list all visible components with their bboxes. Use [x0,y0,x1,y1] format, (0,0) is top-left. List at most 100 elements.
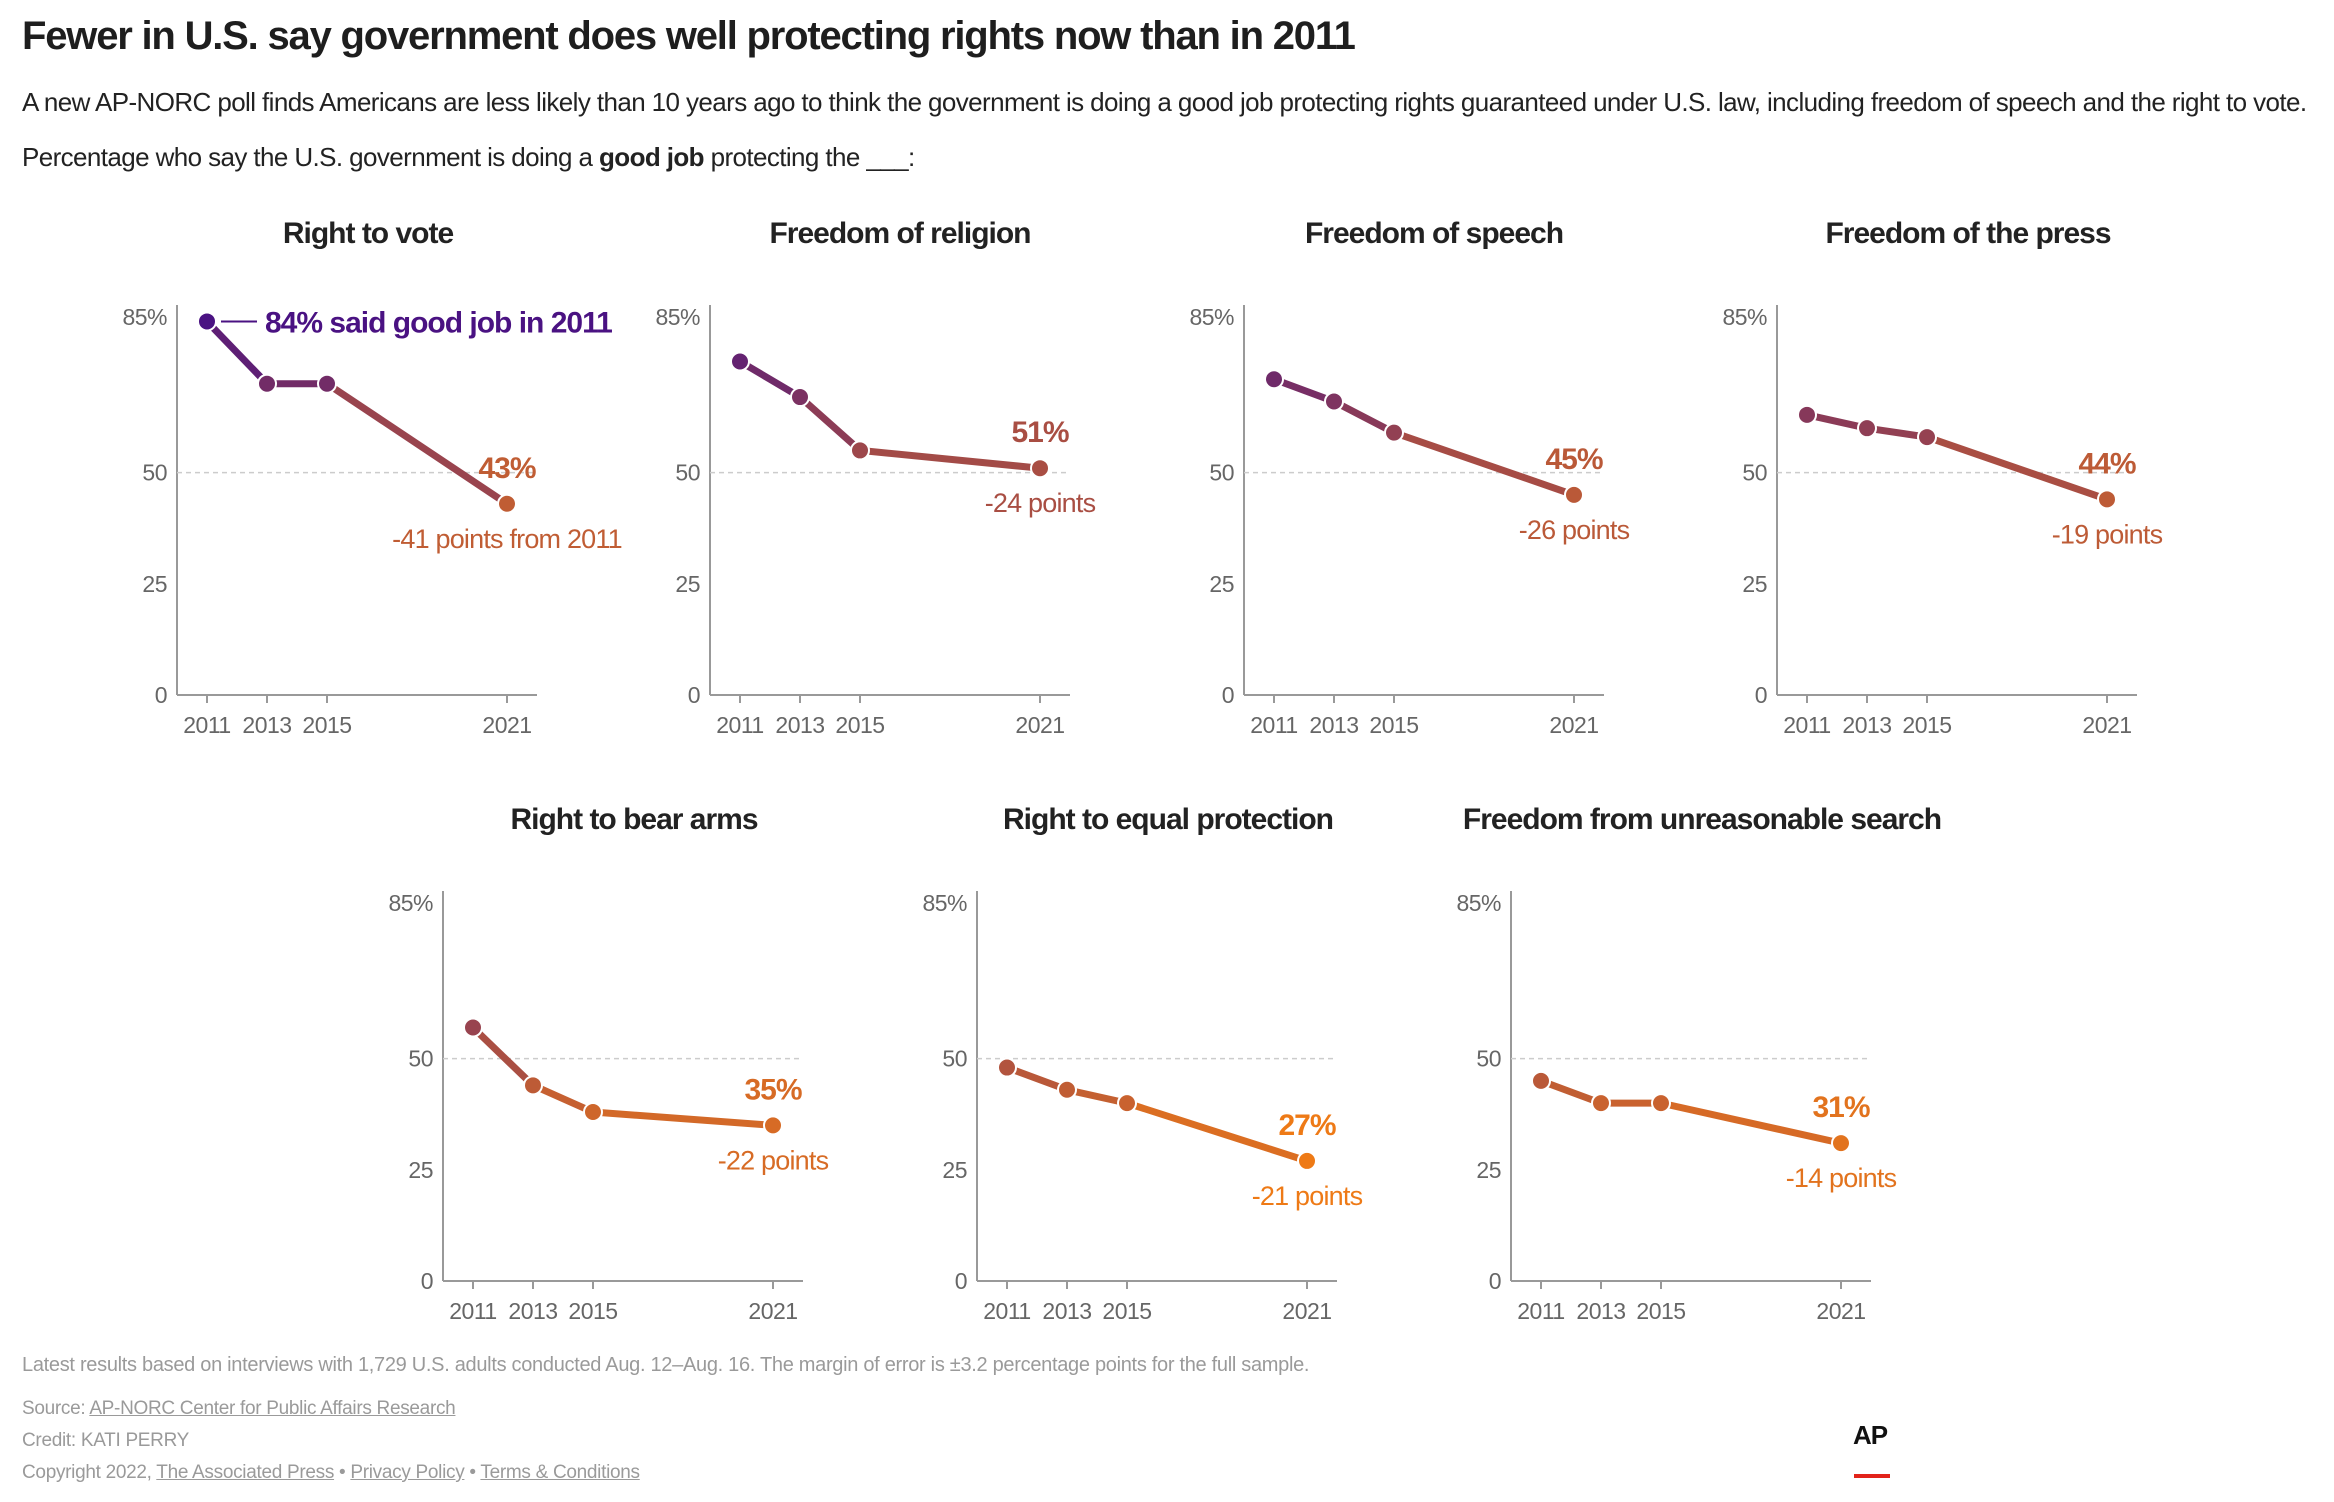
data-point [1831,1133,1851,1154]
change-label: -22 points [718,1145,829,1175]
y-tick-label: 50 [1209,460,1234,486]
x-tick-label: 2011 [1517,1298,1564,1324]
prompt-text-after: protecting the ___: [703,142,916,172]
chart-prompt: Percentage who say the U.S. government i… [22,142,915,173]
data-point [317,373,337,394]
data-point [1030,458,1050,479]
data-point [1651,1093,1671,1114]
data-point [730,351,750,372]
methodology-note: Latest results based on interviews with … [22,1354,1310,1376]
terms-link[interactable]: Terms & Conditions [480,1462,640,1483]
y-tick-label: 85% [1456,890,1501,916]
data-point [1531,1070,1551,1091]
series-line-segment [1063,1086,1131,1107]
x-tick-label: 2021 [1282,1298,1331,1324]
y-tick-label: 85% [655,304,700,330]
y-tick-label: 0 [421,1268,433,1294]
x-tick-label: 2021 [1816,1298,1865,1324]
data-point [1564,484,1584,505]
y-tick-label: 50 [1476,1046,1501,1072]
page-title: Fewer in U.S. say government does well p… [22,14,1356,58]
y-tick-label: 85% [122,304,167,330]
series-line-segment [589,1108,777,1129]
series-line-segment [1390,429,1578,499]
x-tick-label: 2015 [302,712,351,738]
data-point [463,1017,483,1038]
series-line-segment [736,357,804,401]
x-tick-label: 2021 [748,1298,797,1324]
data-point [850,440,870,461]
chart-panel: Freedom of religion 0 25 50 85% 2011 2013 2015 2… [655,217,1096,738]
y-tick-label: 50 [675,460,700,486]
data-point [1591,1093,1611,1114]
x-tick-label: 2013 [775,712,824,738]
privacy-policy-link[interactable]: Privacy Policy [350,1462,465,1483]
panel-title: Freedom of speech [1305,217,1563,250]
copyright-link[interactable]: The Associated Press [156,1462,335,1483]
copyright-prefix: Copyright 2022, [22,1462,157,1483]
chart-panel: Freedom of speech 0 25 50 85% 2011 2013 2015 202… [1189,217,1630,738]
subtitle: A new AP-NORC poll finds Americans are l… [22,87,2307,117]
y-tick-label: 25 [1476,1157,1501,1183]
ap-logo-underline [1854,1474,1890,1478]
y-tick-label: 50 [142,460,167,486]
y-tick-label: 0 [955,1268,967,1294]
prompt-text-before: Percentage who say the U.S. government i… [22,142,600,172]
x-tick-label: 2013 [1309,712,1358,738]
copyright-line: Copyright 2022, The Associated Press • P… [22,1462,640,1484]
data-point [763,1115,783,1136]
data-point [1264,369,1284,390]
panel-title: Right to bear arms [510,803,757,836]
data-point [1117,1093,1137,1114]
data-point [583,1102,603,1123]
data-point [1797,404,1817,425]
data-point [1857,418,1877,439]
data-point [523,1075,543,1096]
x-tick-label: 2015 [835,712,884,738]
panel-title: Right to vote [283,217,454,250]
series-line-segment [1270,375,1338,405]
source-link[interactable]: AP-NORC Center for Public Affairs Resear… [89,1398,456,1419]
data-point [1384,422,1404,443]
series-line-segment [1657,1099,1845,1147]
end-value-label: 45% [1545,443,1602,476]
y-tick-label: 25 [675,571,700,597]
chart-panel: Right to vote 0 25 50 85% 2011 2013 2015 2021 43%… [122,217,622,738]
credit-line: Credit: KATI PERRY [22,1430,190,1451]
prompt-bold: good job [599,142,705,172]
x-tick-label: 2015 [1102,1298,1151,1324]
y-tick-label: 25 [1742,571,1767,597]
y-tick-label: 0 [1755,682,1767,708]
change-label: -19 points [2052,519,2163,549]
chart-panel: Freedom of the press 0 25 50 85% 2011 2013 2015… [1722,217,2163,738]
end-value-label: 44% [2078,447,2135,480]
y-tick-label: 25 [142,571,167,597]
series-line-segment [203,317,271,388]
source-line: Source: AP-NORC Center for Public Affair… [22,1398,456,1420]
x-tick-label: 2021 [1015,712,1064,738]
data-point [1297,1150,1317,1171]
x-tick-label: 2015 [568,1298,617,1324]
y-tick-label: 0 [688,682,700,708]
y-tick-label: 25 [942,1157,967,1183]
y-tick-label: 0 [1489,1268,1501,1294]
x-tick-label: 2011 [1783,712,1830,738]
data-point [790,387,810,408]
series-line-segment [1537,1077,1605,1107]
y-tick-label: 85% [1722,304,1767,330]
data-point [997,1057,1017,1078]
x-tick-label: 2015 [1369,712,1418,738]
separator: • [464,1462,481,1483]
series-line-segment [1003,1064,1071,1094]
source-prefix: Source: [22,1398,90,1419]
y-tick-label: 0 [155,682,167,708]
x-tick-label: 2013 [1042,1298,1091,1324]
chart-panel: Right to equal protection 0 25 50 85% 2011 201… [922,803,1363,1324]
change-label: -26 points [1519,515,1630,545]
x-tick-label: 2013 [242,712,291,738]
y-tick-label: 50 [408,1046,433,1072]
series-line-segment [1803,411,1871,432]
y-tick-label: 50 [942,1046,967,1072]
y-tick-label: 85% [922,890,967,916]
y-tick-label: 0 [1222,682,1234,708]
